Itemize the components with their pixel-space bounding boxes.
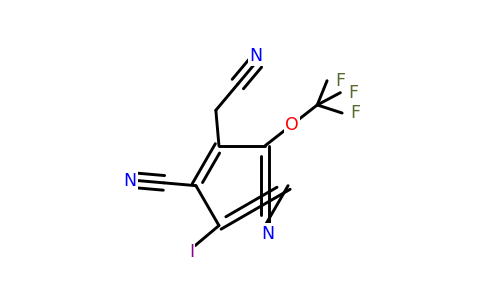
Text: F: F	[350, 104, 360, 122]
Text: F: F	[335, 72, 345, 90]
Text: F: F	[348, 84, 358, 102]
Text: N: N	[249, 47, 262, 65]
Text: N: N	[123, 172, 136, 190]
Text: O: O	[285, 116, 299, 134]
Text: N: N	[261, 225, 274, 243]
Text: I: I	[189, 243, 194, 261]
